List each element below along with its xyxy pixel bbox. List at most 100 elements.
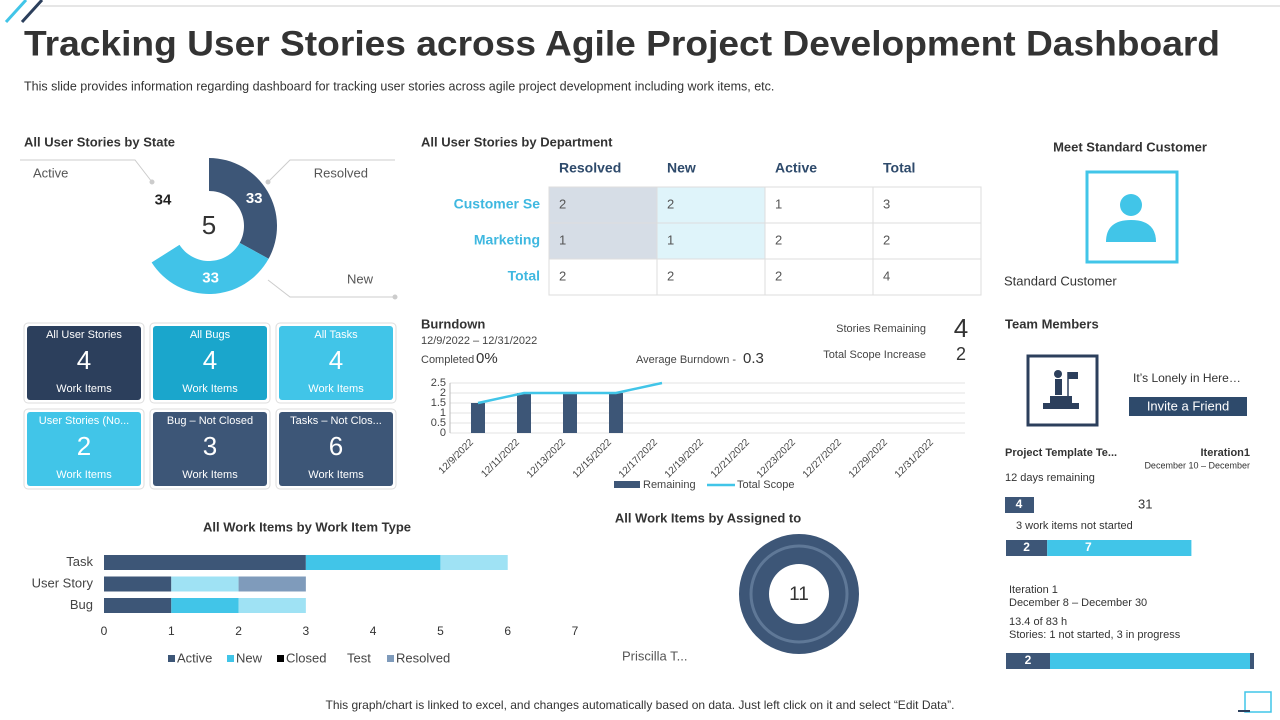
cell-value: 2 [559,268,566,283]
table-cell [872,186,982,224]
x-tick-label: 4 [370,624,377,638]
line [477,381,663,405]
y-tick-label: Bug [70,597,93,612]
invite-button[interactable] [1129,397,1247,416]
legend-label: Test [347,650,371,665]
table-cell [656,258,766,296]
cell-value: 2 [775,268,782,283]
stories: Stories: 1 not started, 3 in progress [1009,629,1181,641]
x-tick-label: 12/15/2022 [571,437,614,480]
title: Tracking User Stories across Agile Proje… [24,24,1220,63]
tile-unit: Work Items [308,469,364,481]
bar-segment [440,555,508,570]
customer-title: Meet Standard Customer [1053,139,1207,154]
center-label: 5 [202,210,216,240]
tile-title: User Stories (No... [39,415,129,427]
y-tick-label: 0.5 [431,417,446,429]
tile [27,412,141,486]
legend-swatch [387,655,394,662]
x-tick-label: 6 [504,624,511,638]
tile [279,412,393,486]
bar-segment [171,598,239,613]
table-cell [548,222,658,260]
count: 4 [1016,497,1023,511]
cell-value: 2 [775,232,782,247]
bar-segment [171,576,239,592]
tile-value: 4 [203,345,217,375]
y-tick-label: 2 [440,387,446,399]
table-cell [872,258,982,296]
x-tick-label: 0 [101,624,108,638]
legend-swatch [227,655,234,662]
iteration-dates: December 10 – December [1144,460,1250,470]
tile-unit: Work Items [182,469,238,481]
x-tick-label: 12/9/2022 [437,437,477,477]
tile-title: Tasks – Not Clos... [290,415,382,427]
x-tick-label: 12/13/2022 [525,437,568,480]
table-cell [548,186,658,224]
category-label: New [347,271,374,286]
tile [279,326,393,400]
category-label: Active [33,165,68,180]
tile-value: 6 [329,431,343,461]
table-cell [656,222,766,260]
tile-unit: Work Items [56,469,112,481]
legend-label: Remaining [643,479,696,491]
bar [471,403,485,433]
y-tick-label: 1.5 [431,397,446,409]
y-tick-label: User Story [32,575,94,590]
row-label: Marketing [474,232,540,248]
cell-value: 2 [667,196,674,211]
iteration: Project Template Te... Iteration1 Decemb… [1005,447,1254,669]
bar-segment [305,555,441,570]
tile-title: All Bugs [190,329,231,341]
column-header: Total [883,160,915,176]
legend-label: Total Scope [737,479,794,491]
pie-slice [141,158,209,263]
completed-value: 0% [476,350,498,367]
x-tick-label: 1 [168,624,175,638]
tile-value: 4 [329,345,343,375]
completed-label: Completed [421,354,474,366]
state-leaders [20,159,398,300]
bar-segment [104,576,172,592]
tile-unit: Work Items [56,383,112,395]
tile-title: Bug – Not Closed [167,415,253,427]
legend-label: Active [177,650,212,665]
x-tick-label: 3 [303,624,310,638]
x-tick-label: 12/11/2022 [479,437,522,480]
cell-value: 2 [559,196,566,211]
progress-segment [1006,540,1048,556]
pie-slice [151,242,269,294]
center-value: 11 [789,584,809,605]
tile-unit: Work Items [308,383,364,395]
invite-button-label[interactable]: Invite a Friend [1147,398,1229,413]
average-label: Average Burndown - [636,354,736,366]
table-cell [764,222,874,260]
category-label: Resolved [314,165,368,180]
x-tick-label: 2 [235,624,242,638]
x-tick-label: 12/23/2022 [755,437,798,480]
team: Team Members It’s Lonely in Here… Invite… [1005,316,1247,427]
chart-title: All User Stories by State [24,134,175,149]
customer: Meet Standard Customer Standard Customer [1004,139,1207,288]
cell-value: 1 [775,196,782,211]
stories-remaining-label: Stories Remaining [836,323,926,335]
pie-slice [739,534,859,654]
column-header: New [667,160,696,176]
cell-value: 1 [667,232,674,247]
legend-swatch [277,655,284,662]
average-value: 0.3 [743,350,764,367]
legend-swatch [168,655,175,662]
project-name: Project Template Te... [1005,447,1117,459]
cell-value: 2 [883,232,890,247]
tile-value: 2 [77,431,91,461]
row-label: Total [508,268,540,284]
total: 31 [1138,496,1152,511]
legend-swatch [338,655,345,662]
row-label: Customer Se [454,196,541,212]
x-tick-label: 12/17/2022 [617,437,660,480]
scope-increase: 2 [956,344,966,364]
tile-title: All Tasks [314,329,358,341]
